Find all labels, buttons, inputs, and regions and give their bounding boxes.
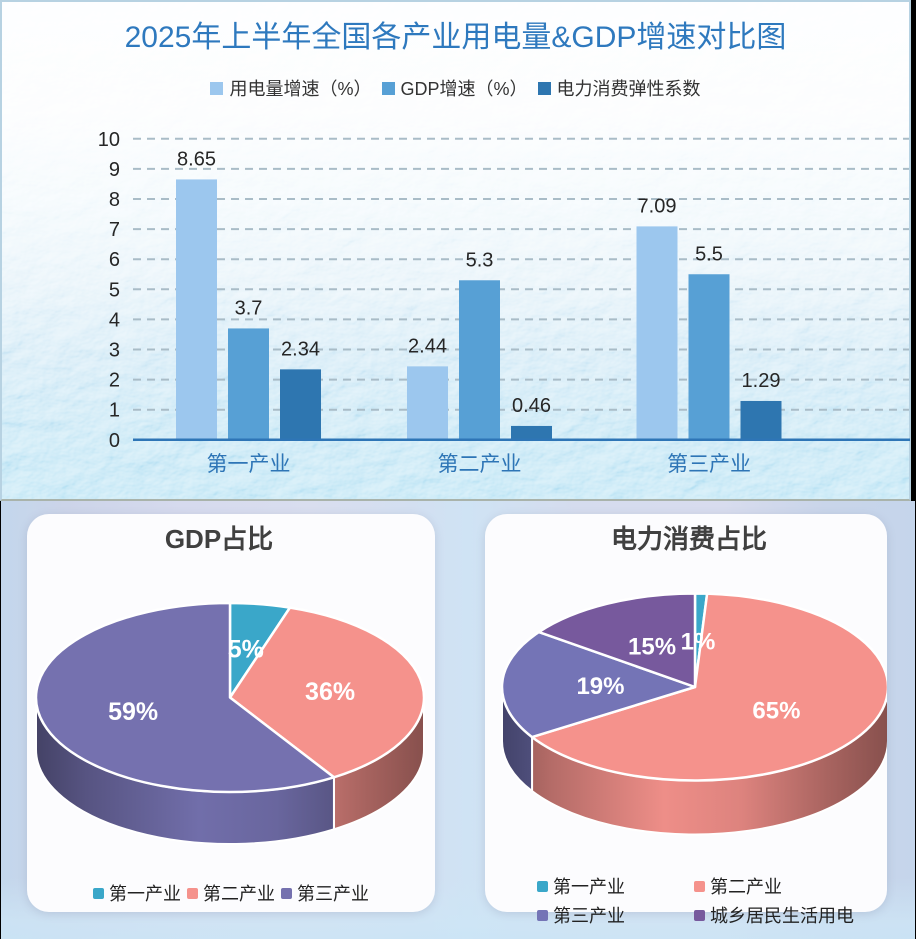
y-axis-tick-label: 1: [109, 400, 120, 422]
bar-第三产业-GDP增速（%）: [688, 274, 730, 440]
pie-legend-label: 第三产业: [297, 884, 369, 904]
bar-chart-legend: 用电量增速（%） GDP增速（%） 电力消费弹性系数: [2, 75, 909, 101]
gdp-share-card: GDP占比 5% 36% 59% 第一产业 第二产业 第三产业: [27, 514, 435, 912]
pie-legend-swatch: [187, 887, 198, 899]
bar-value-label: 2.34: [281, 338, 320, 360]
y-axis-tick-label: 0: [109, 430, 120, 452]
bar-第二产业-电力消费弹性系数: [511, 425, 552, 440]
pie-slice-城乡居民生活用电: [537, 592, 697, 689]
power-share-card: 电力消费占比 1% 65% 19% 15% 第一产业 第二产业第三产业 城乡居民生活用电: [485, 514, 887, 926]
y-axis-tick-label: 2: [109, 370, 120, 392]
pie-legend-item: 第三产业: [281, 880, 369, 906]
pie-legend-swatch: [281, 887, 292, 899]
bar-value-label: 5.3: [466, 249, 494, 271]
pie-value-label: 65%: [752, 698, 800, 725]
bar-legend-swatch: [381, 81, 395, 95]
gdp-pie-canvas: 5% 36% 59%: [34, 601, 426, 845]
pie-legend-label: 第一产业: [109, 884, 181, 904]
power-pie-title: 电力消费占比: [610, 524, 767, 554]
pie-legend-swatch: [93, 887, 104, 899]
bar-value-label: 8.65: [177, 148, 216, 170]
pie-legend-label: 城乡居民生活用电: [710, 906, 854, 926]
pie-legend-swatch: [537, 880, 548, 892]
pie-legend-swatch: [694, 909, 705, 921]
bar-chart-canvas: 0 1 2 3 4 5 6 7 8 9 10 8.65 2.44 7.09 3.7 5.3 5.5 2.34 0.4…: [98, 129, 910, 476]
pie-legend-item: 第一产业: [537, 873, 694, 899]
bar-value-label: 2.44: [408, 335, 447, 357]
pie-legend-item: 第二产业: [694, 873, 854, 899]
pie-value-label: 59%: [108, 698, 158, 726]
bar-value-label: 3.7: [235, 297, 263, 319]
bar-第三产业-电力消费弹性系数: [740, 400, 782, 440]
pie-value-label: 36%: [305, 678, 355, 706]
pie-slice-第三产业: [500, 630, 697, 739]
bar-legend-item: 电力消费弹性系数: [537, 75, 701, 101]
bar-第二产业-GDP增速（%）: [459, 280, 500, 440]
bar-第二产业-用电量增速（%）: [407, 366, 448, 440]
power-pie-legend: 第一产业 第二产业第三产业 城乡居民生活用电: [537, 873, 854, 928]
bar-chart-panel: 2025年上半年全国各产业用电量&GDP增速对比图 用电量增速（%） GDP增速（…: [0, 0, 911, 501]
pie-legend-label: 第二产业: [203, 884, 275, 904]
pie-legend-label: 第三产业: [553, 906, 625, 926]
y-axis-tick-label: 8: [109, 189, 120, 211]
pie-slice-第三产业: [34, 601, 336, 794]
screen-edge-right: [911, 0, 916, 497]
pie-legend-item: 城乡居民生活用电: [694, 902, 854, 928]
bar-legend-item: 用电量增速（%）: [210, 75, 372, 101]
bar-第一产业-GDP增速（%）: [228, 328, 269, 440]
pie-legend-swatch: [694, 880, 705, 892]
y-axis-tick-label: 3: [109, 340, 120, 362]
x-axis-category-label: 第二产业: [438, 453, 522, 476]
pie-panels: GDP占比 5% 36% 59% 第一产业 第二产业 第三产业 电力消费占比 1% 65%…: [1, 501, 915, 939]
y-axis-tick-label: 6: [109, 249, 120, 271]
bar-value-label: 5.5: [695, 243, 723, 265]
bar-第一产业-用电量增速（%）: [176, 179, 217, 440]
bar-chart-title: 2025年上半年全国各产业用电量&GDP增速对比图: [124, 21, 787, 54]
pie-legend-label: 第二产业: [710, 877, 782, 897]
pie-value-label: 19%: [576, 673, 624, 700]
x-axis-category-label: 第一产业: [207, 453, 291, 476]
pie-legend-item: 第一产业: [93, 880, 181, 906]
bar-第一产业-电力消费弹性系数: [280, 369, 321, 440]
bar-legend-label: 用电量增速（%）: [229, 79, 372, 99]
pie-legend-label: 第一产业: [553, 877, 625, 897]
bar-value-label: 1.29: [742, 370, 781, 392]
y-axis-tick-label: 10: [98, 129, 120, 151]
pie-legend-item: 第三产业: [537, 902, 694, 928]
pie-slice-第二产业: [228, 606, 426, 779]
pie-slice-第二产业: [530, 592, 887, 782]
bar-value-label: 0.46: [512, 395, 551, 417]
bar-legend-swatch: [210, 81, 224, 95]
bar-legend-label: GDP增速（%）: [400, 79, 528, 99]
power-pie-canvas: 1% 65% 19%15%: [500, 592, 887, 836]
gdp-pie-legend: 第一产业 第二产业 第三产业: [27, 880, 435, 906]
bar-legend-item: GDP增速（%）: [381, 75, 528, 101]
pie-value-label: 1%: [681, 629, 716, 656]
y-axis-tick-label: 5: [109, 279, 120, 301]
y-axis-tick-label: 7: [109, 219, 120, 241]
pie-value-label: 15%: [628, 634, 676, 661]
bar-value-label: 7.09: [638, 195, 677, 217]
y-axis-tick-label: 9: [109, 159, 120, 181]
y-axis-tick-label: 4: [109, 309, 120, 331]
pie-legend-item: 第二产业: [187, 880, 275, 906]
pie-legend-swatch: [537, 909, 548, 921]
bar-第三产业-用电量增速（%）: [636, 226, 678, 440]
bar-legend-swatch: [537, 81, 551, 95]
pie-value-label: 5%: [228, 636, 264, 664]
bar-legend-label: 电力消费弹性系数: [556, 79, 701, 99]
x-axis-category-label: 第三产业: [667, 453, 751, 476]
gdp-pie-title: GDP占比: [164, 524, 274, 554]
